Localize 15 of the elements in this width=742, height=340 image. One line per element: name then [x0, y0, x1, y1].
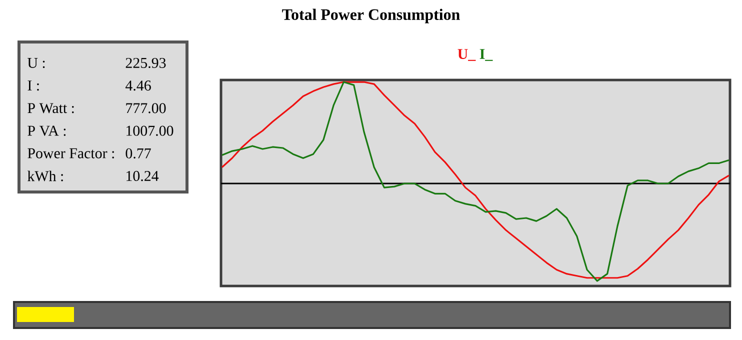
text: kWh :	[27, 170, 63, 182]
text: U :	[28, 58, 45, 68]
text: 777.00	[126, 103, 166, 114]
text: 1007.00	[126, 126, 174, 136]
text: 4.46	[126, 80, 151, 91]
text: I_	[480, 49, 493, 61]
text: 10.24	[126, 170, 159, 182]
text: P Watt :	[28, 103, 74, 114]
text: U_	[458, 49, 476, 61]
text: 0.77	[126, 148, 151, 158]
chart-title: Total Power Consumption	[282, 8, 460, 24]
text: I :	[28, 80, 39, 91]
text: Power Factor :	[28, 148, 114, 158]
text: P VA :	[28, 126, 66, 136]
text: 225.93	[126, 58, 166, 68]
